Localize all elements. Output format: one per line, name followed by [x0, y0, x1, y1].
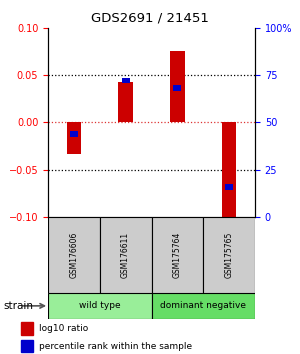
Bar [152, 293, 255, 319]
Text: wild type: wild type [79, 301, 121, 310]
Bar [222, 122, 236, 219]
Bar [170, 51, 184, 122]
Bar [225, 184, 233, 189]
Bar [48, 217, 100, 293]
Text: GDS2691 / 21451: GDS2691 / 21451 [91, 11, 209, 24]
Bar [152, 217, 203, 293]
Text: GSM176606: GSM176606 [69, 232, 78, 278]
Text: GSM175764: GSM175764 [173, 232, 182, 278]
Text: percentile rank within the sample: percentile rank within the sample [39, 342, 192, 351]
Bar [118, 81, 133, 122]
Bar [203, 217, 255, 293]
Bar [70, 131, 78, 137]
Bar [48, 293, 152, 319]
Text: GSM175765: GSM175765 [225, 232, 234, 278]
Text: dominant negative: dominant negative [160, 301, 246, 310]
Bar [100, 217, 152, 293]
Bar [21, 322, 33, 335]
Bar [67, 122, 81, 154]
Bar [122, 78, 130, 84]
Bar [21, 340, 33, 352]
Text: strain: strain [3, 301, 33, 311]
Bar [173, 85, 181, 91]
Text: log10 ratio: log10 ratio [39, 324, 88, 333]
Text: GSM176611: GSM176611 [121, 232, 130, 278]
